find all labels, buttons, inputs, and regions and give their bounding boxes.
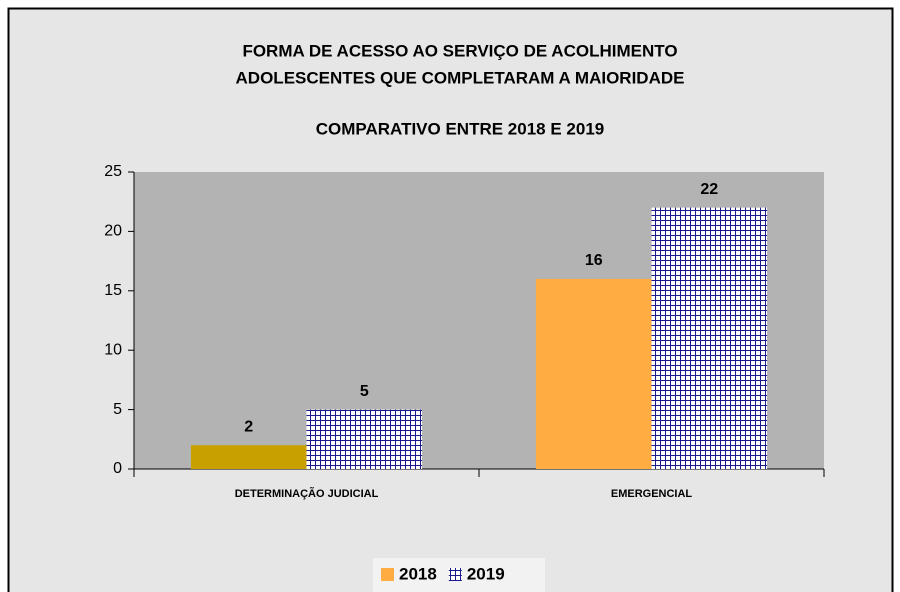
legend-label: 2018: [399, 564, 437, 583]
bar: [535, 278, 652, 469]
legend-swatch: [448, 568, 462, 581]
bar: [306, 409, 423, 469]
y-tick-label: 25: [104, 163, 122, 180]
chart-title: FORMA DE ACESSO AO SERVIÇO DE ACOLHIMENT…: [242, 41, 677, 60]
y-tick-label: 20: [104, 223, 122, 240]
x-tick-label: EMERGENCIAL: [611, 488, 693, 500]
value-label: 2: [244, 418, 253, 435]
y-tick-label: 10: [104, 341, 122, 358]
bar: [651, 207, 768, 469]
value-label: 22: [700, 181, 718, 198]
x-tick-label: DETERMINAÇÃO JUDICIAL: [235, 487, 379, 500]
legend-label: 2019: [467, 564, 505, 583]
y-tick-label: 15: [104, 282, 122, 299]
chart-subtitle: COMPARATIVO ENTRE 2018 E 2019: [316, 119, 604, 138]
value-label: 5: [360, 383, 369, 400]
y-tick-label: 5: [113, 401, 122, 418]
bar: [190, 445, 307, 469]
legend-swatch: [381, 568, 394, 581]
value-label: 16: [585, 252, 603, 269]
y-tick-label: 0: [113, 460, 122, 477]
chart-title: ADOLESCENTES QUE COMPLETARAM A MAIORIDAD…: [236, 68, 685, 87]
